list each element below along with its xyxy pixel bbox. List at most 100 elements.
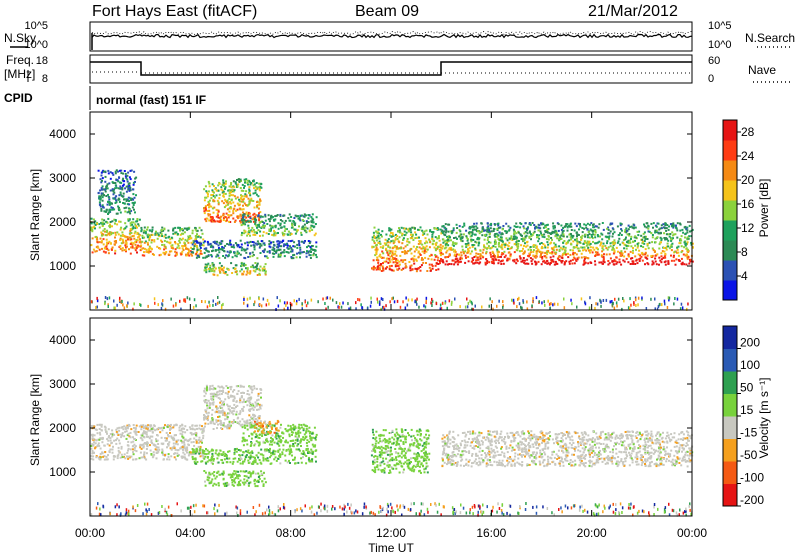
data-cell [377, 265, 379, 268]
data-cell [206, 217, 209, 220]
data-cell [486, 222, 489, 225]
data-cell [285, 228, 288, 231]
data-cell [193, 444, 196, 447]
data-cell [177, 226, 180, 229]
data-cell [111, 181, 114, 184]
data-cell [234, 267, 237, 270]
data-cell [219, 219, 222, 222]
data-cell [471, 257, 474, 260]
data-cell [500, 244, 503, 247]
data-cell [233, 252, 236, 255]
data-cell [92, 437, 95, 440]
data-cell [253, 212, 256, 215]
data-cell [418, 305, 420, 309]
data-cell [551, 232, 554, 235]
data-cell [293, 241, 296, 244]
data-cell [311, 245, 314, 247]
data-cell [180, 253, 183, 256]
data-cell [91, 251, 94, 254]
data-cell [191, 232, 194, 235]
data-cell [609, 257, 612, 260]
data-cell [626, 233, 629, 236]
data-cell [97, 442, 100, 445]
data-cell [557, 302, 559, 306]
data-cell [144, 240, 147, 243]
data-cell [450, 263, 453, 266]
data-cell [300, 231, 303, 234]
data-cell [197, 445, 200, 448]
data-cell [91, 433, 94, 436]
data-cell [95, 306, 97, 309]
data-cell [101, 223, 104, 225]
data-cell [221, 200, 224, 203]
data-cell [398, 227, 400, 230]
data-cell [399, 231, 402, 234]
data-cell [436, 237, 439, 240]
data-cell [259, 420, 262, 423]
data-cell [578, 228, 580, 231]
data-cell [208, 243, 211, 246]
data-cell [136, 239, 139, 242]
data-cell [100, 437, 103, 440]
data-cell [248, 393, 251, 396]
data-cell [520, 223, 523, 225]
data-cell [423, 230, 426, 233]
data-cell [413, 262, 416, 265]
data-cell [594, 260, 596, 263]
data-cell [237, 216, 240, 219]
data-cell [658, 228, 661, 231]
data-cell [533, 255, 536, 258]
data-cell [103, 458, 106, 461]
data-cell [205, 388, 208, 390]
data-cell [105, 243, 108, 246]
data-cell [403, 230, 406, 233]
data-cell [580, 256, 583, 259]
data-cell [246, 297, 249, 301]
data-cell [627, 261, 630, 264]
data-cell [409, 267, 412, 269]
data-cell [189, 234, 192, 237]
data-cell [238, 200, 241, 203]
data-cell [634, 236, 637, 239]
data-cell [444, 239, 447, 242]
data-cell [574, 258, 577, 261]
colorbar-swatch [723, 140, 737, 161]
data-cell [186, 240, 189, 243]
data-cell [620, 255, 623, 257]
data-cell [309, 246, 312, 249]
data-cell [219, 405, 221, 408]
data-cell [243, 229, 246, 232]
data-cell [143, 453, 145, 456]
data-cell [121, 426, 124, 428]
data-cell [134, 243, 137, 246]
data-cell [103, 219, 106, 222]
data-cell [487, 241, 490, 244]
data-cell [95, 456, 98, 459]
data-cell [259, 221, 262, 223]
data-cell [552, 222, 555, 225]
data-cell [137, 431, 140, 433]
data-cell [203, 212, 206, 215]
data-cell [543, 255, 546, 258]
data-cell [123, 249, 126, 252]
data-cell [465, 236, 468, 239]
data-cell [611, 227, 614, 230]
data-cell [553, 302, 556, 306]
data-cell [106, 241, 109, 244]
data-cell [586, 222, 589, 225]
colorbar-tick-label: 16 [741, 197, 755, 211]
data-cell [270, 225, 273, 228]
data-cell [106, 443, 109, 446]
data-cell [660, 227, 663, 230]
data-cell [455, 255, 458, 258]
data-cell [391, 253, 394, 256]
data-cell [199, 252, 202, 255]
data-cell [424, 305, 427, 309]
data-cell [650, 232, 653, 235]
data-cell [269, 224, 272, 227]
data-cell [234, 219, 237, 222]
data-cell [247, 220, 249, 223]
data-cell [461, 240, 464, 243]
data-cell [657, 305, 660, 309]
power-y-label: Slant Range [km] [28, 169, 42, 261]
